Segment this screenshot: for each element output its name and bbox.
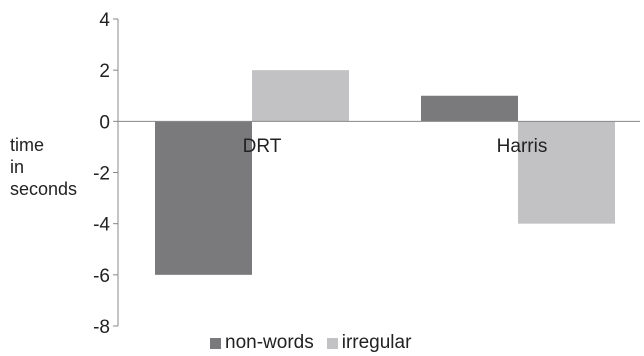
y-axis-title-line-3: seconds xyxy=(10,179,78,199)
y-tick-layer: 4 2 0 -2 -4 -6 -8 xyxy=(93,10,118,338)
y-tick-label: 2 xyxy=(99,61,110,82)
legend-item-irregular: irregular xyxy=(326,331,412,355)
bar-harris-non-words xyxy=(421,95,518,122)
bar-drt-non-words xyxy=(155,121,252,275)
bars-layer xyxy=(155,70,615,275)
category-label-harris: Harris xyxy=(497,136,548,157)
legend-label-non-words: non-words xyxy=(225,332,314,353)
y-tick-label: -8 xyxy=(93,317,110,338)
y-axis-title-line-1: time xyxy=(10,135,45,155)
category-label-drt: DRT xyxy=(243,136,282,157)
bar-harris-irregular xyxy=(518,121,615,224)
category-label-layer: DRT Harris xyxy=(243,136,548,157)
legend-swatch-non-words xyxy=(210,337,221,349)
y-tick-label: -2 xyxy=(93,164,110,185)
y-axis-title: time in seconds xyxy=(10,134,100,200)
legend-label-irregular: irregular xyxy=(341,332,412,353)
legend-item-non-words: non-words xyxy=(210,331,314,355)
y-tick-label: 0 xyxy=(99,112,110,133)
legend-swatch-irregular xyxy=(326,337,338,349)
y-tick-label: -4 xyxy=(93,215,110,236)
bar-drt-irregular xyxy=(252,70,349,122)
y-tick-label: -6 xyxy=(93,266,110,287)
y-axis-title-line-2: in xyxy=(10,157,25,177)
legend: non-words irregular xyxy=(210,331,424,355)
y-tick-label: 4 xyxy=(99,10,110,31)
